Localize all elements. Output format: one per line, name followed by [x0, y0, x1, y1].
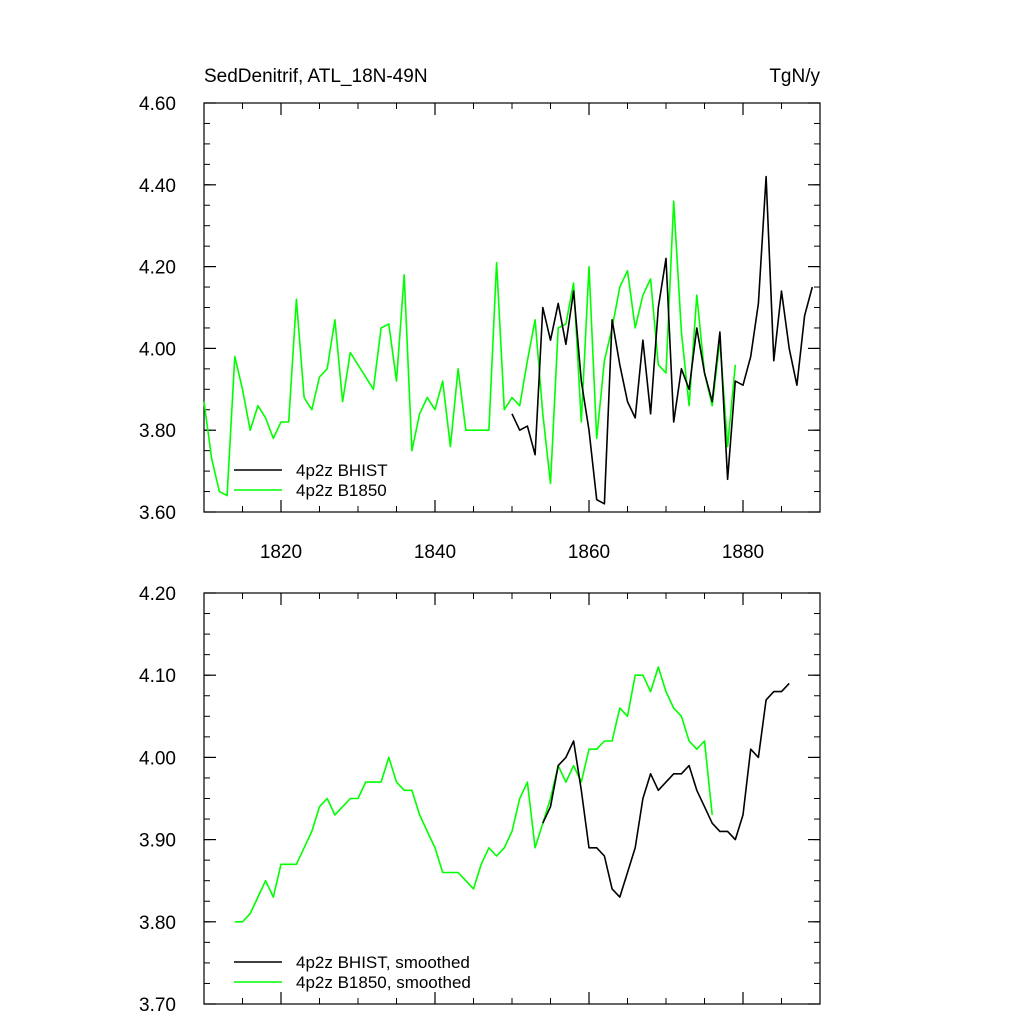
series-group-top	[203, 175, 814, 505]
series-line-bhist-bottom	[542, 682, 790, 898]
plot-frame-bottom	[203, 592, 821, 1005]
chart-panel-bottom: 3.70 3.80 3.90 4.00 4.10 4.20 4p2z BHIST, smo…	[139, 584, 821, 1016]
series-line-bhist-top	[511, 175, 814, 505]
series-line-b1850-bottom	[234, 666, 713, 923]
y-tick-label-top: 4.60	[139, 94, 176, 115]
x-tick-label-top: 1820	[260, 542, 302, 563]
y-tick-label-bottom: 4.00	[139, 748, 176, 769]
legend-bottom: 4p2z BHIST, smoothed 4p2z B1850, smoothe…	[234, 953, 471, 992]
y-tick-label-bottom: 4.20	[139, 584, 176, 605]
legend-label-bhist: 4p2z BHIST	[296, 461, 388, 480]
x-tick-label-top: 1880	[722, 542, 764, 563]
series-line-b1850-top	[203, 200, 737, 497]
chart-title: SedDenitrif, ATL_18N-49N	[204, 66, 428, 87]
y-tick-label-top: 3.80	[139, 421, 176, 442]
legend-label-b1850: 4p2z B1850	[296, 481, 387, 500]
y-tick-label-bottom: 3.70	[139, 995, 176, 1016]
chart-panel-top: SedDenitrif, ATL_18N-49N TgN/y 3.60 3.80 4…	[139, 66, 821, 563]
legend-label-b1850-smoothed: 4p2z B1850, smoothed	[296, 973, 471, 992]
y-tick-label-bottom: 3.90	[139, 831, 176, 852]
y-tick-label-top: 4.20	[139, 258, 176, 279]
legend-top: 4p2z BHIST 4p2z B1850	[234, 461, 388, 500]
x-tick-label-top: 1840	[414, 542, 456, 563]
y-tick-label-bottom: 3.80	[139, 913, 176, 934]
series-group-bottom	[234, 666, 790, 923]
y-tick-label-top: 4.40	[139, 176, 176, 197]
chart-units: TgN/y	[769, 66, 820, 87]
x-tick-label-top: 1860	[568, 542, 610, 563]
y-tick-label-top: 4.00	[139, 339, 176, 360]
tick-group-bottom: 3.70 3.80 3.90 4.00 4.10 4.20	[139, 584, 821, 1016]
tick-group-top: 3.60 3.80 4.00 4.20 4.40 4.60 1820 1840 1860 1880	[139, 94, 821, 563]
y-tick-label-bottom: 4.10	[139, 666, 176, 687]
legend-label-bhist-smoothed: 4p2z BHIST, smoothed	[296, 953, 470, 972]
y-tick-label-top: 3.60	[139, 503, 176, 524]
